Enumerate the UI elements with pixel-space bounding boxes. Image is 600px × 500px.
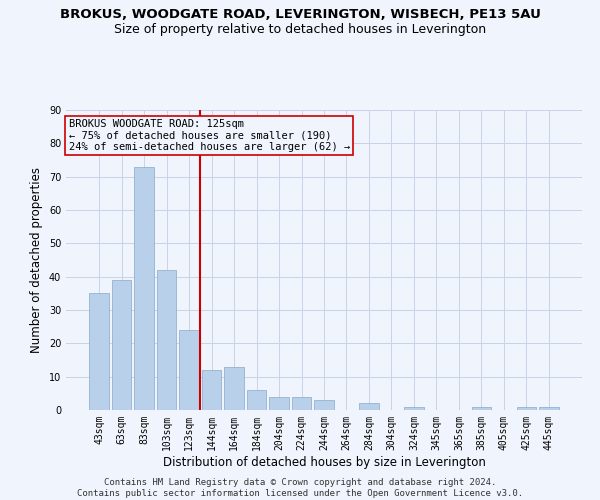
Bar (134, 166, 154, 410)
Bar (179, 330, 199, 410)
Text: BROKUS WOODGATE ROAD: 125sqm
← 75% of detached houses are smaller (190)
24% of s: BROKUS WOODGATE ROAD: 125sqm ← 75% of de… (68, 119, 350, 152)
Bar (269, 396, 289, 410)
Bar (89, 294, 109, 410)
Text: BROKUS, WOODGATE ROAD, LEVERINGTON, WISBECH, PE13 5AU: BROKUS, WOODGATE ROAD, LEVERINGTON, WISB… (59, 8, 541, 20)
Bar (157, 270, 176, 410)
Bar (314, 400, 334, 410)
Bar (359, 404, 379, 410)
Bar (404, 406, 424, 410)
Text: Size of property relative to detached houses in Leverington: Size of property relative to detached ho… (114, 22, 486, 36)
X-axis label: Distribution of detached houses by size in Leverington: Distribution of detached houses by size … (163, 456, 485, 468)
Bar (472, 406, 491, 410)
Text: Contains HM Land Registry data © Crown copyright and database right 2024.
Contai: Contains HM Land Registry data © Crown c… (77, 478, 523, 498)
Y-axis label: Number of detached properties: Number of detached properties (30, 167, 43, 353)
Bar (517, 406, 536, 410)
Bar (224, 366, 244, 410)
Bar (292, 396, 311, 410)
Bar (112, 280, 131, 410)
Bar (539, 406, 559, 410)
Bar (247, 390, 266, 410)
Bar (202, 370, 221, 410)
